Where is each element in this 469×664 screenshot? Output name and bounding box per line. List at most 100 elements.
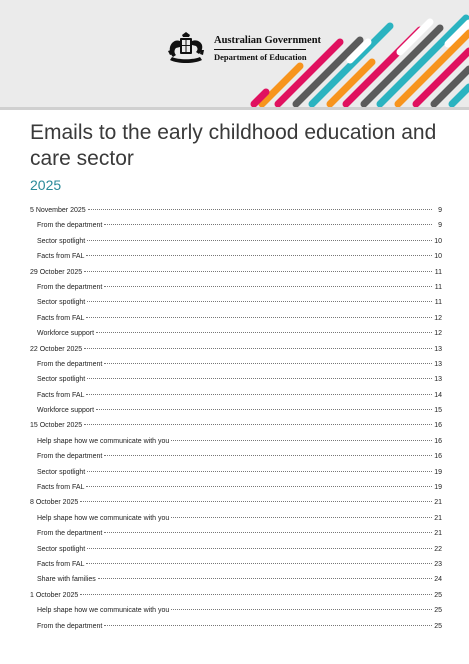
- decorative-stripes: [250, 14, 469, 108]
- toc-leader-dots: [86, 316, 432, 318]
- toc-entry-section[interactable]: Share with families 24: [30, 572, 442, 587]
- toc-leader-dots: [171, 439, 432, 441]
- toc-page-number: 16: [434, 453, 442, 461]
- toc-page-number: 12: [434, 314, 442, 322]
- toc-entry-title: Help shape how we communicate with you: [37, 437, 170, 445]
- toc-entry-section[interactable]: From the department 9: [30, 218, 442, 233]
- toc-leader-dots: [86, 255, 432, 257]
- toc-entry-date[interactable]: 22 October 2025 13: [30, 342, 442, 357]
- toc-entry-section[interactable]: Workforce support 15: [30, 403, 442, 418]
- toc-entry-section[interactable]: From the department 11: [30, 280, 442, 295]
- toc-leader-dots: [87, 239, 432, 241]
- toc-entry-date[interactable]: 1 October 2025 25: [30, 588, 442, 603]
- toc-entry-section[interactable]: Help shape how we communicate with you 21: [30, 511, 442, 526]
- toc-page-number: 19: [434, 484, 442, 492]
- logo-divider: [214, 48, 306, 50]
- toc-leader-dots: [84, 424, 432, 426]
- toc-entry-section[interactable]: Facts from FAL 23: [30, 557, 442, 572]
- toc-page-number: 12: [434, 330, 442, 338]
- toc-leader-dots: [80, 501, 432, 503]
- stripe: [274, 38, 344, 108]
- toc-entry-title: 5 November 2025: [30, 207, 86, 214]
- toc-entry-section[interactable]: Facts from FAL 12: [30, 311, 442, 326]
- toc-entry-section[interactable]: Help shape how we communicate with you 25: [30, 603, 442, 618]
- toc-entry-section[interactable]: Help shape how we communicate with you 16: [30, 434, 442, 449]
- toc-entry-date[interactable]: 29 October 2025 11: [30, 265, 442, 280]
- australian-government-logo: Australian Government Department of Educ…: [164, 30, 321, 66]
- toc-leader-dots: [84, 347, 432, 349]
- toc-entry-title: From the department: [37, 222, 103, 230]
- toc-leader-dots: [86, 393, 432, 395]
- toc-page-number: 13: [434, 360, 442, 368]
- header-divider: [0, 107, 469, 110]
- toc-entry-section[interactable]: Sector spotlight 10: [30, 234, 442, 249]
- stripe: [250, 88, 270, 108]
- toc-entry-title: 29 October 2025: [30, 268, 83, 276]
- toc-entry-date[interactable]: 8 October 2025 21: [30, 495, 442, 510]
- stripe: [326, 58, 376, 108]
- toc-entry-date[interactable]: 5 November 2025 9: [30, 203, 442, 218]
- toc-leader-dots: [171, 609, 432, 611]
- toc-entry-section[interactable]: Facts from FAL 19: [30, 480, 442, 495]
- toc-leader-dots: [96, 332, 432, 334]
- toc-page-number: 25: [434, 607, 442, 615]
- toc-entry-title: Help shape how we communicate with you: [37, 607, 170, 615]
- toc-entry-title: 1 October 2025: [30, 591, 79, 599]
- toc-leader-dots: [86, 486, 432, 488]
- toc-leader-dots: [87, 301, 432, 303]
- logo-line-department: Department of Education: [214, 51, 307, 62]
- toc-leader-dots: [104, 285, 432, 287]
- toc-entry-section[interactable]: Facts from FAL 10: [30, 249, 442, 264]
- toc-entry-section[interactable]: Workforce support 12: [30, 326, 442, 341]
- toc-entry-title: From the department: [37, 530, 103, 538]
- toc-leader-dots: [87, 378, 432, 380]
- stripe: [396, 18, 434, 56]
- toc-entry-section[interactable]: Sector spotlight 13: [30, 372, 442, 387]
- toc-entry-section[interactable]: Sector spotlight 11: [30, 295, 442, 310]
- toc-page-number: 11: [434, 299, 442, 307]
- toc-entry-date[interactable]: 15 October 2025 16: [30, 418, 442, 433]
- toc-entry-title: From the department: [37, 283, 103, 291]
- toc-leader-dots: [87, 209, 432, 210]
- toc-page-number: 9: [438, 222, 442, 230]
- toc-entry-section[interactable]: From the department 16: [30, 449, 442, 464]
- toc-leader-dots: [86, 562, 432, 564]
- toc-entry-section[interactable]: From the department 21: [30, 526, 442, 541]
- toc-entry-title: Facts from FAL: [37, 391, 85, 399]
- toc-leader-dots: [87, 470, 432, 472]
- toc-page-number: 24: [434, 576, 442, 584]
- toc-leader-dots: [104, 362, 432, 364]
- stripe: [346, 38, 372, 64]
- toc-entry-title: Facts from FAL: [37, 314, 85, 322]
- stripe: [292, 36, 364, 108]
- page-header: Australian Government Department of Educ…: [0, 0, 469, 110]
- toc-entry-title: From the department: [37, 622, 103, 630]
- stripe: [448, 83, 469, 108]
- toc-leader-dots: [87, 547, 432, 549]
- toc-entry-title: 15 October 2025: [30, 422, 83, 430]
- toc-entry-section[interactable]: Facts from FAL 14: [30, 388, 442, 403]
- toc-entry-section[interactable]: From the department 13: [30, 357, 442, 372]
- document-year: 2025: [30, 177, 62, 193]
- toc-page-number: 25: [434, 622, 442, 630]
- toc-entry-section[interactable]: Sector spotlight 22: [30, 542, 442, 557]
- toc-leader-dots: [104, 224, 432, 226]
- toc-leader-dots: [104, 532, 432, 534]
- toc-entry-section[interactable]: From the department 25: [30, 619, 442, 634]
- toc-page-number: 19: [434, 468, 442, 476]
- stripe: [394, 29, 469, 108]
- toc-entry-section[interactable]: Sector spotlight 19: [30, 465, 442, 480]
- toc-page-number: 23: [434, 560, 442, 568]
- logo-line-government: Australian Government: [214, 34, 322, 46]
- toc-page-number: 13: [434, 376, 442, 384]
- stripe: [376, 14, 469, 108]
- toc-page-number: 22: [434, 545, 442, 553]
- toc-entry-title: Sector spotlight: [37, 376, 86, 384]
- logo-text: Australian Government Department of Educ…: [214, 35, 321, 62]
- toc-page-number: 13: [434, 345, 442, 353]
- toc-page-number: 16: [434, 437, 442, 445]
- toc-entry-title: Share with families: [37, 576, 96, 584]
- toc-page-number: 25: [434, 591, 442, 599]
- toc-entry-title: 8 October 2025: [30, 499, 79, 507]
- stripe: [444, 19, 469, 48]
